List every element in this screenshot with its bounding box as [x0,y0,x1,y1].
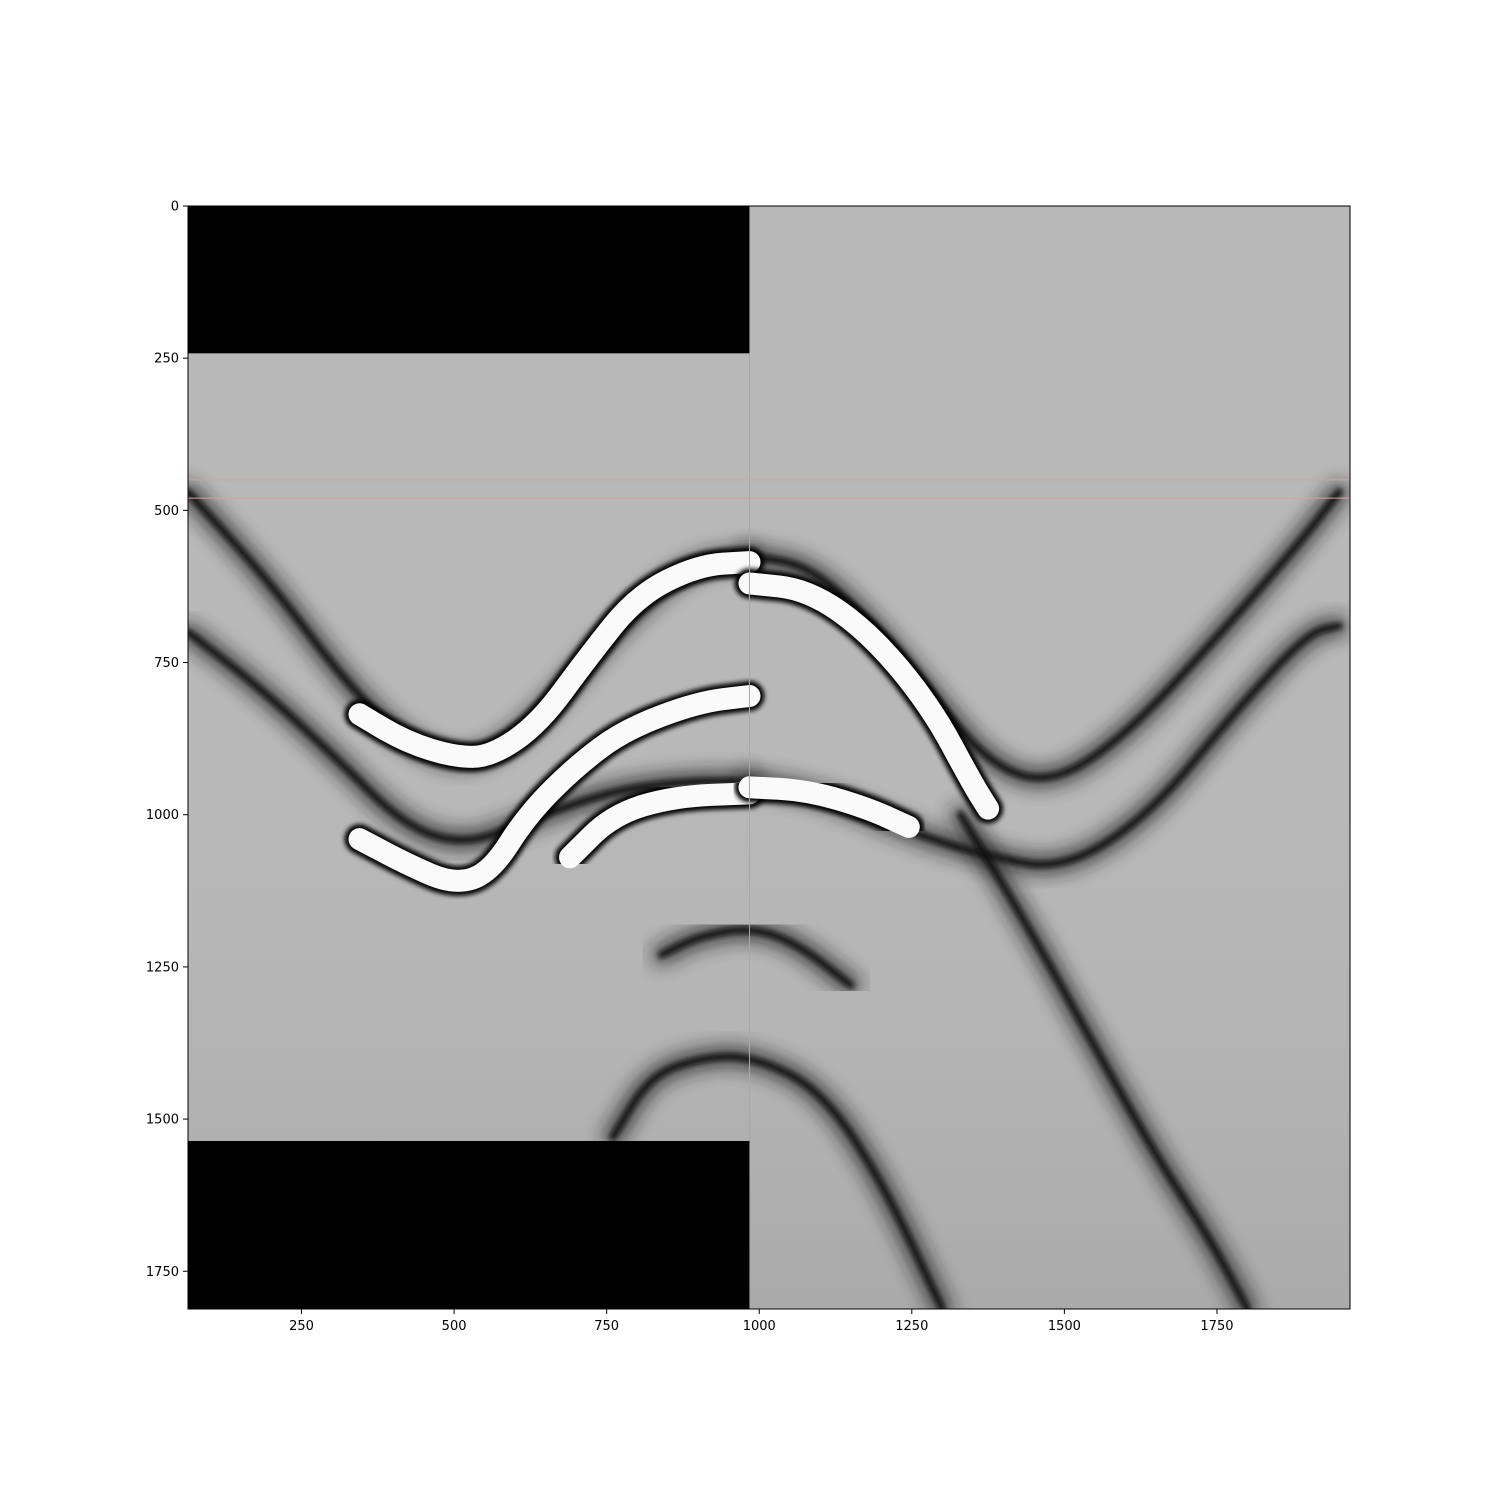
masked-region [188,206,750,354]
y-tick-label: 0 [171,200,179,215]
white-band-layer [344,547,1004,896]
white-band [738,776,920,838]
x-tick-label: 1000 [743,1319,776,1334]
dark-band [957,811,1251,1309]
white-band [738,572,1000,820]
y-tick-label: 250 [154,352,179,367]
dark-band-layer [188,482,1349,1309]
masked-region [188,1140,750,1309]
white-band [348,551,761,768]
dark-band [746,488,1343,782]
masked-region-layer [188,206,750,1309]
white-band [559,782,761,869]
y-tick-label: 1000 [146,808,179,823]
y-tick-label: 1250 [146,960,179,975]
plot-frame [187,205,1351,1310]
dark-band [188,628,753,844]
x-axis: 250 500 750 1000 1250 1500 1750 [289,1309,1234,1334]
y-tick-label: 1750 [146,1265,179,1280]
x-tick-label: 1250 [895,1319,928,1334]
reference-line-layer [188,479,1350,499]
y-tick-label: 1500 [146,1113,179,1128]
white-band [348,685,761,892]
x-tick-label: 750 [594,1319,619,1334]
y-axis: 0 250 500 750 1000 1250 1500 1750 [146,200,188,1280]
dark-band [609,1053,946,1309]
plot-area [188,206,1350,1309]
x-tick-label: 500 [442,1319,467,1334]
dark-band [658,926,855,989]
y-tick-label: 750 [154,656,179,671]
y-tick-label: 500 [154,504,179,519]
x-tick-label: 250 [289,1319,314,1334]
x-tick-label: 1750 [1200,1319,1233,1334]
x-tick-label: 1500 [1048,1319,1081,1334]
